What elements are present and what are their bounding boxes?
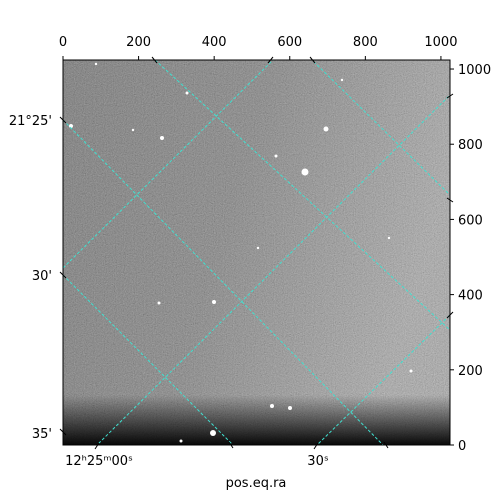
y-tick-label: 600: [458, 213, 483, 228]
y-tick-label: 1000: [458, 63, 491, 78]
x-tick-label: 200: [126, 35, 151, 50]
world-y-label: 21°25': [9, 114, 52, 129]
y-tick-label: 200: [458, 364, 483, 379]
y-tick-label: 0: [458, 439, 466, 454]
y-tick-label: 800: [458, 138, 483, 153]
frame: [62, 59, 451, 446]
x-tick-label: 400: [202, 35, 227, 50]
x-tick-label: 600: [277, 35, 302, 50]
world-y-label: 35': [32, 427, 52, 442]
world-y-label: 30': [32, 269, 52, 284]
world-x-label: 12ʰ25ᵐ00ˢ: [65, 454, 133, 469]
world-x-label: 30ˢ: [307, 454, 329, 469]
y-tick-label: 400: [458, 289, 483, 304]
x-tick-label: 0: [59, 35, 67, 50]
sky-image: [63, 60, 450, 445]
x-tick-label: 1000: [424, 35, 457, 50]
x-label: pos.eq.ra: [226, 476, 287, 491]
x-tick-label: 800: [353, 35, 378, 50]
world-ticks: [59, 56, 454, 450]
world-grid: [63, 60, 450, 445]
